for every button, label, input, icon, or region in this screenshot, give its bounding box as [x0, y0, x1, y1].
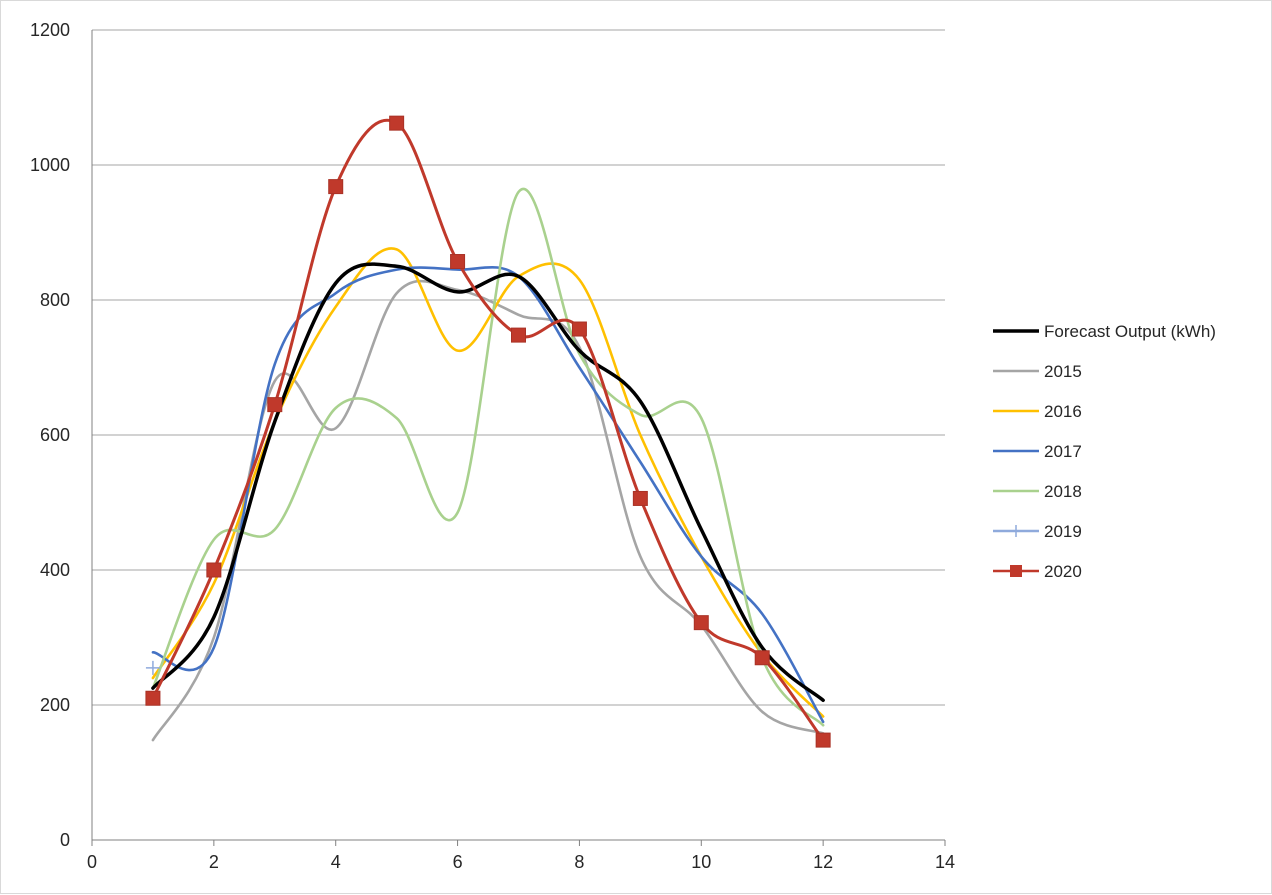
- marker-square: [206, 562, 222, 578]
- legend-label: 2020: [1044, 562, 1082, 581]
- x-axis-tick-labels: 0 2 4 6 8 10 12 14: [87, 852, 955, 872]
- y-tick-label: 1200: [30, 20, 70, 40]
- y-axis-tick-labels: 0 200 400 600 800 1000 1200: [30, 20, 70, 850]
- marker-square: [571, 321, 587, 337]
- series-markers: [145, 115, 831, 748]
- y-tick-label: 200: [40, 695, 70, 715]
- legend-label: 2017: [1044, 442, 1082, 461]
- y-tick-label: 0: [60, 830, 70, 850]
- x-tick-label: 14: [935, 852, 955, 872]
- legend-label: 2019: [1044, 522, 1082, 541]
- series-line-forecast-output-kwh-: [151, 262, 825, 703]
- series-line-2020: [151, 118, 825, 742]
- x-tick-label: 8: [574, 852, 584, 872]
- marker-square: [145, 690, 161, 706]
- marker-square: [450, 254, 466, 270]
- marker-square: [815, 732, 831, 748]
- x-tick-label: 0: [87, 852, 97, 872]
- y-tick-label: 1000: [30, 155, 70, 175]
- marker-square: [632, 490, 648, 506]
- marker-square: [693, 615, 709, 631]
- series-lines: [151, 118, 825, 742]
- series-line-2017: [151, 265, 825, 724]
- y-tick-label: 400: [40, 560, 70, 580]
- x-tick-label: 12: [813, 852, 833, 872]
- x-tick-label: 4: [331, 852, 341, 872]
- marker-square: [328, 179, 344, 195]
- marker-square: [389, 115, 405, 131]
- axes: [91, 30, 946, 846]
- y-tick-label: 600: [40, 425, 70, 445]
- y-tick-label: 800: [40, 290, 70, 310]
- marker-square: [267, 397, 283, 413]
- marker-square: [754, 650, 770, 666]
- series-line-2018: [151, 187, 825, 727]
- legend-label: 2018: [1044, 482, 1082, 501]
- legend: Forecast Output (kWh) 2015 2016 2017 2018 201…: [993, 322, 1216, 581]
- marker-square: [511, 327, 526, 343]
- legend-label: 2016: [1044, 402, 1082, 421]
- series-line-2016: [151, 247, 825, 718]
- x-tick-label: 2: [209, 852, 219, 872]
- x-tick-label: 10: [691, 852, 711, 872]
- legend-marker-square: [1010, 565, 1022, 577]
- x-tick-label: 6: [453, 852, 463, 872]
- legend-label: Forecast Output (kWh): [1044, 322, 1216, 341]
- legend-label: 2015: [1044, 362, 1082, 381]
